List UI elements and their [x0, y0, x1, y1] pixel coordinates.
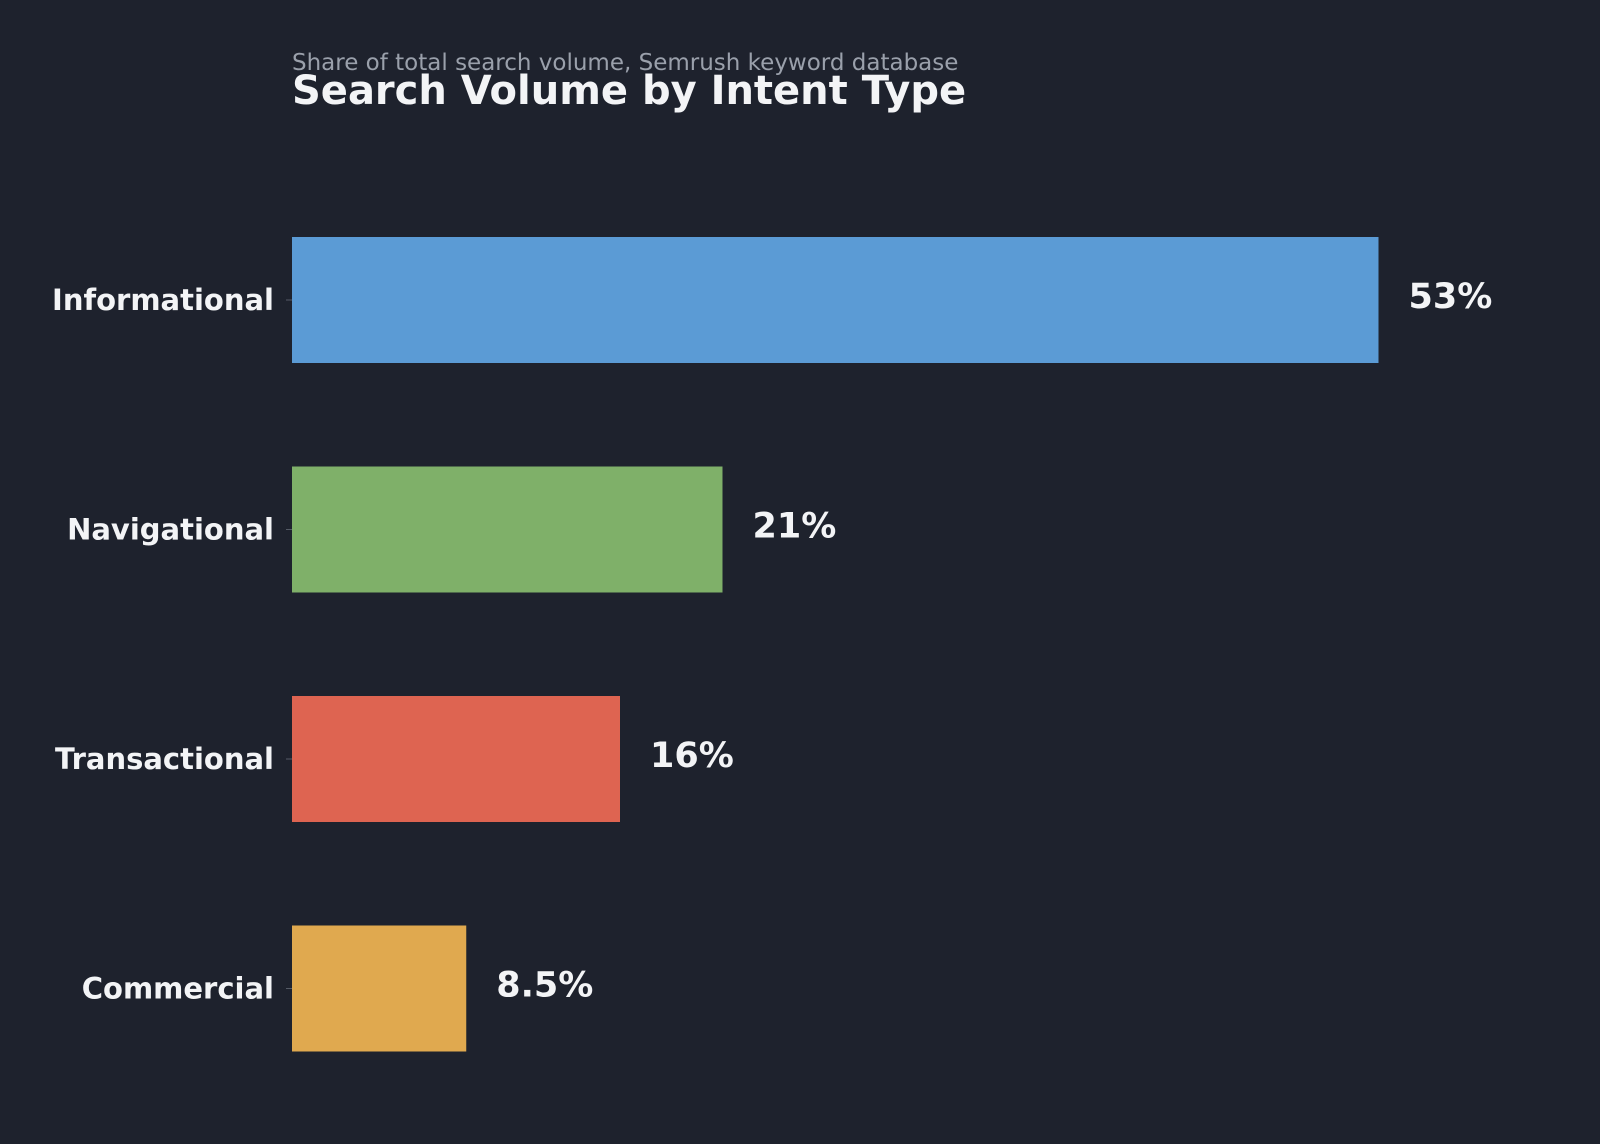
chart-title: Search Volume by Intent Type — [292, 68, 966, 114]
value-label-transactional: 16% — [650, 736, 734, 776]
category-label-commercial: Commercial — [82, 972, 274, 1006]
category-label-transactional: Transactional — [55, 742, 274, 776]
bars-group: Informational 53% Navigational 21% Transacti… — [52, 237, 1492, 1052]
category-label-navigational: Navigational — [67, 513, 274, 547]
value-label-commercial: 8.5% — [496, 966, 593, 1006]
category-label-informational: Informational — [52, 283, 274, 317]
bar-transactional — [292, 696, 620, 822]
bar-navigational — [292, 466, 723, 593]
chart-subtitle: Share of total search volume, Semrush ke… — [292, 50, 958, 76]
bar-informational — [292, 237, 1379, 363]
value-label-informational: 53% — [1409, 277, 1493, 317]
bar-commercial — [292, 925, 467, 1052]
value-label-navigational: 21% — [753, 507, 837, 547]
